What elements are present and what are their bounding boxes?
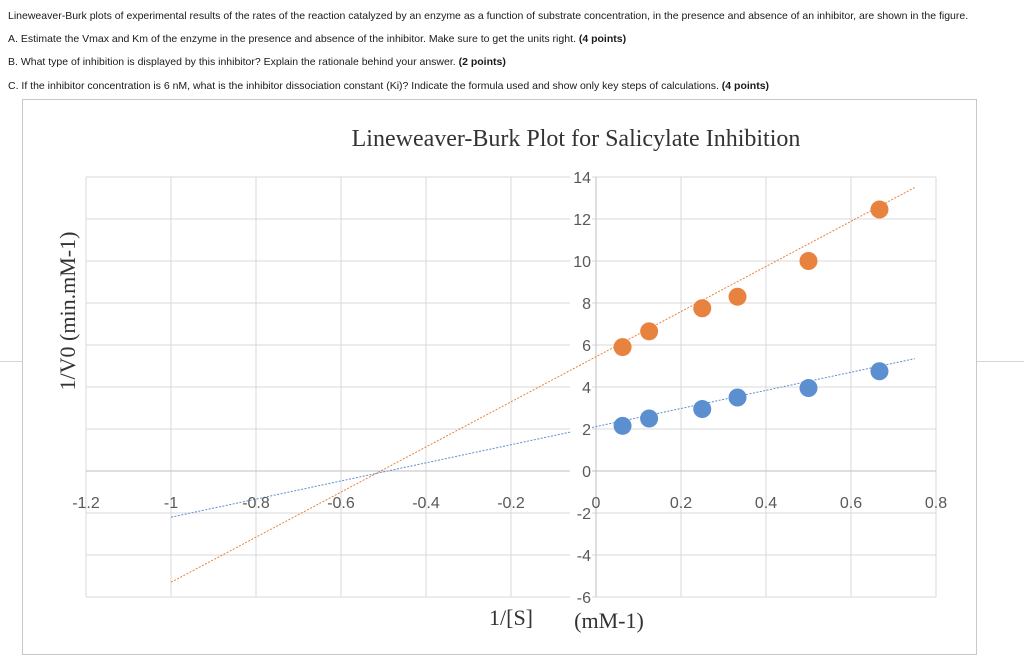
y-axis-label: 1/V0 (min.mM-1) xyxy=(55,232,80,391)
question-intro: Lineweaver-Burk plots of experimental re… xyxy=(8,10,969,22)
y-tick-label-background xyxy=(570,420,592,437)
data-point-series-2 xyxy=(640,409,659,428)
y-tick-label-background xyxy=(570,462,592,479)
y-tick-label: -6 xyxy=(577,590,591,607)
y-tick-label-background xyxy=(570,336,592,353)
question-part-c-text: C. If the inhibitor concentration is 6 n… xyxy=(8,80,722,92)
y-tick-label-background xyxy=(570,252,592,269)
data-point-series-1 xyxy=(799,252,818,270)
x-tick-label: 0.8 xyxy=(925,495,947,512)
x-tick-label: -0.4 xyxy=(412,495,440,512)
data-point-series-1 xyxy=(693,299,712,318)
data-point-series-2 xyxy=(693,400,712,419)
y-tick-label: 0 xyxy=(582,464,591,481)
question-part-a-text: A. Estimate the Vmax and Km of the enzym… xyxy=(8,33,579,45)
y-tick-label-background xyxy=(570,546,592,563)
y-tick-label: 10 xyxy=(573,254,591,271)
x-tick-label: -1 xyxy=(164,495,178,512)
y-tick-label: 4 xyxy=(582,380,591,397)
question-part-b-text: B. What type of inhibition is displayed … xyxy=(8,56,459,68)
trendline-layer xyxy=(170,187,915,583)
data-point-series-1 xyxy=(728,287,747,306)
question-part-a: A. Estimate the Vmax and Km of the enzym… xyxy=(8,33,626,46)
x-tick-label: 0.6 xyxy=(840,495,862,512)
background-divider-right xyxy=(977,361,1024,362)
chart-title: Lineweaver-Burk Plot for Salicylate Inhi… xyxy=(352,126,801,152)
background-divider-left xyxy=(0,361,22,362)
data-point-series-2 xyxy=(728,388,747,407)
y-tick-label-background xyxy=(570,378,592,395)
y-tick-label-background xyxy=(570,210,592,227)
data-point-series-2 xyxy=(799,379,818,398)
data-point-series-1 xyxy=(613,338,632,357)
y-tick-label: 12 xyxy=(573,212,591,229)
x-tick-label: -0.2 xyxy=(497,495,525,512)
y-tick-label-background xyxy=(570,168,592,185)
y-tick-label-background xyxy=(570,504,592,521)
question-part-a-points: (4 points) xyxy=(578,33,627,45)
grid-layer xyxy=(85,176,937,598)
x-axis-unit-label: (mM-1) xyxy=(574,608,644,633)
y-tick-label: 2 xyxy=(582,422,591,439)
x-tick-label: -1.2 xyxy=(72,495,100,512)
x-tick-label: 0.4 xyxy=(755,495,777,512)
y-tick-label: -2 xyxy=(577,506,591,523)
x-tick-label: -0.8 xyxy=(242,495,270,512)
y-tick-label: 8 xyxy=(582,296,591,313)
data-point-series-1 xyxy=(640,322,659,341)
question-part-b: B. What type of inhibition is displayed … xyxy=(8,56,506,69)
y-tick-label-background xyxy=(570,294,592,311)
x-tick-label: 0 xyxy=(592,495,601,512)
data-point-series-1 xyxy=(870,200,889,219)
data-point-series-2 xyxy=(613,416,632,435)
y-tick-label: 14 xyxy=(573,170,591,187)
trendline-series-2 xyxy=(170,358,915,518)
question-part-c-points: (4 points) xyxy=(721,80,770,92)
trendline-series-1 xyxy=(170,187,915,583)
question-part-b-points: (2 points) xyxy=(458,56,506,68)
question-part-c: C. If the inhibitor concentration is 6 n… xyxy=(8,80,769,93)
y-tick-label: 6 xyxy=(582,338,591,355)
x-tick-label: 0.2 xyxy=(670,495,692,512)
x-tick-label: -0.6 xyxy=(327,495,355,512)
data-point-series-2 xyxy=(870,362,889,381)
figure-panel: 14 12 10 8 6 4 2 0 -2 -4 -6 -1.2 -1 -0.8 -0.6 -0.4 -0.2 0… xyxy=(22,99,977,655)
data-point-layer xyxy=(613,200,889,435)
y-tick-label: -4 xyxy=(577,548,591,565)
x-axis-label: 1/[S] xyxy=(489,605,533,630)
y-tick-label-background xyxy=(570,588,592,605)
